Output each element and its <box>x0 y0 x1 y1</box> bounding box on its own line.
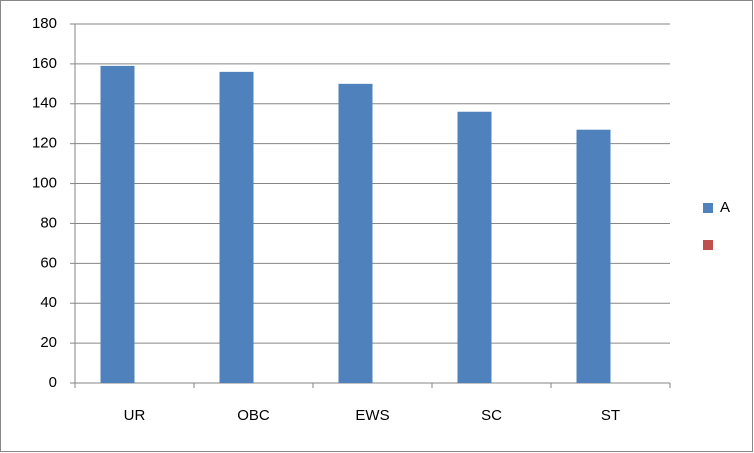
x-tick-label: SC <box>481 407 502 424</box>
y-tick-label: 40 <box>40 294 57 311</box>
y-tick-label: 100 <box>32 175 57 192</box>
x-tick-label: OBC <box>237 407 270 424</box>
y-tick-label: 20 <box>40 334 57 351</box>
y-tick-label: 160 <box>32 55 57 72</box>
y-tick-label: 0 <box>49 374 57 391</box>
y-tick-label: 140 <box>32 95 57 112</box>
bar <box>338 83 373 383</box>
x-tick-label: UR <box>124 407 146 424</box>
bar <box>457 111 492 383</box>
bar <box>219 71 254 383</box>
legend-swatch <box>703 203 713 213</box>
y-tick-label: 60 <box>40 254 57 271</box>
legend-label: A <box>720 199 730 216</box>
bar <box>576 129 611 383</box>
bar <box>100 65 135 383</box>
legend-swatch <box>703 240 713 250</box>
y-tick-label: 80 <box>40 214 57 231</box>
x-tick-label: EWS <box>355 407 389 424</box>
y-tick-label: 120 <box>32 135 57 152</box>
x-tick-label: ST <box>601 407 620 424</box>
y-tick-label: 180 <box>32 15 57 32</box>
